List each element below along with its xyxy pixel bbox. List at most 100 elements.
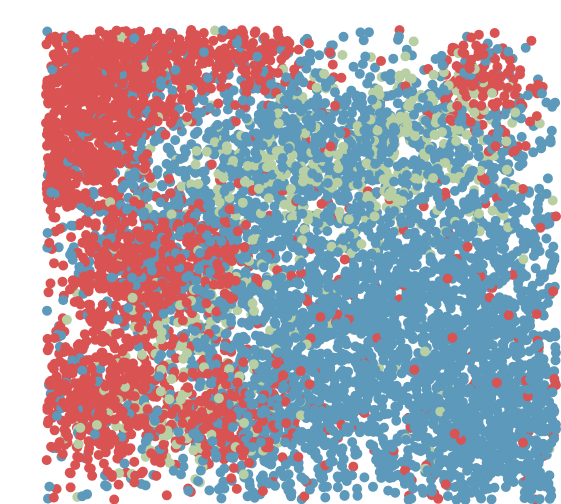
scatter-point-blue — [520, 42, 531, 53]
scatter-point-red — [66, 232, 77, 243]
scatter-point-blue — [287, 402, 297, 413]
scatter-point-blue — [296, 472, 307, 483]
scatter-point-blue — [368, 481, 378, 492]
scatter-point-red — [64, 467, 75, 478]
scatter-point-blue — [270, 318, 281, 329]
scatter-point-blue — [369, 404, 380, 415]
scatter-point-red — [526, 35, 537, 46]
scatter-point-sage — [242, 161, 253, 171]
scatter-point-blue — [534, 183, 545, 194]
scatter-point-red — [259, 85, 270, 96]
scatter-point-blue — [322, 437, 332, 448]
scatter-point-red — [489, 28, 500, 38]
scatter-point-red — [129, 456, 140, 467]
scatter-point-blue — [432, 186, 443, 197]
scatter-point-blue — [467, 304, 478, 315]
scatter-point-red — [82, 454, 93, 465]
scatter-point-red — [157, 33, 168, 44]
scatter-point-blue — [195, 465, 206, 476]
scatter-point-red — [74, 220, 85, 231]
scatter-point-blue — [443, 286, 454, 297]
scatter-point-blue — [497, 317, 508, 328]
scatter-point-blue — [140, 480, 151, 491]
scatter-point-blue — [331, 318, 342, 329]
scatter-point-sage — [232, 305, 243, 316]
scatter-point-red — [218, 446, 229, 457]
scatter-point-blue — [143, 432, 154, 443]
scatter-point-blue — [320, 492, 331, 503]
scatter-point-blue — [357, 59, 368, 69]
scatter-point-red — [50, 212, 61, 223]
scatter-point-red — [72, 451, 83, 462]
scatter-point-blue — [473, 143, 484, 154]
scatter-point-blue — [460, 459, 470, 469]
scatter-point-red — [231, 483, 242, 494]
scatter-point-red — [105, 225, 116, 236]
scatter-point-blue — [347, 108, 357, 119]
scatter-point-red — [244, 457, 255, 468]
scatter-point-blue — [314, 50, 325, 61]
scatter-point-blue — [322, 191, 333, 202]
scatter-point-blue — [44, 481, 55, 492]
scatter-point-red — [492, 61, 503, 72]
scatter-point-sage — [487, 88, 497, 99]
scatter-point-blue — [500, 482, 511, 492]
scatter-point-blue — [333, 473, 344, 483]
scatter-point-blue — [148, 209, 159, 220]
scatter-point-blue — [387, 472, 398, 483]
scatter-point-red — [535, 222, 546, 233]
scatter-point-blue — [391, 415, 402, 426]
scatter-point-blue — [403, 381, 413, 392]
scatter-point-sage — [547, 195, 558, 206]
scatter-point-blue — [157, 180, 167, 190]
scatter-point-blue — [380, 71, 391, 82]
scatter-point-red — [548, 286, 559, 297]
scatter-point-red — [48, 363, 59, 374]
scatter-point-blue — [426, 486, 437, 497]
scatter-point-sage — [299, 224, 310, 235]
scatter-point-red — [135, 413, 146, 424]
scatter-point-sage — [263, 193, 274, 204]
scatter-point-blue — [513, 194, 524, 205]
scatter-point-blue — [530, 263, 541, 274]
scatter-point-red — [58, 260, 69, 271]
scatter-point-red — [44, 237, 55, 248]
scatter-point-blue — [348, 61, 359, 72]
scatter-point-red — [280, 396, 291, 407]
scatter-point-sage — [176, 181, 187, 192]
scatter-point-blue — [359, 472, 370, 483]
scatter-point-red — [88, 327, 99, 337]
scatter-point-blue — [338, 31, 349, 42]
scatter-point-blue — [383, 157, 394, 168]
scatter-point-blue — [516, 131, 527, 142]
scatter-point-sage — [295, 410, 306, 421]
scatter-point-red — [336, 72, 347, 83]
scatter-point-red — [70, 460, 81, 470]
scatter-point-red — [161, 490, 172, 501]
scatter-point-blue — [216, 493, 227, 504]
scatter-point-blue — [468, 136, 479, 146]
scatter-point-red — [293, 44, 304, 55]
scatter-point-blue — [167, 85, 178, 96]
scatter-point-red — [113, 479, 124, 490]
scatter-point-red — [228, 463, 239, 473]
scatter-point-blue — [278, 471, 289, 482]
scatter-point-red — [77, 237, 88, 248]
scatter-point-sage — [164, 394, 175, 405]
scatter-point-red — [98, 458, 109, 469]
scatter-point-blue — [228, 85, 239, 96]
scatter-point-blue — [525, 374, 536, 385]
scatter-point-red — [348, 461, 359, 472]
scatter-point-blue — [339, 490, 350, 500]
scatter-point-blue — [518, 408, 529, 419]
scatter-point-red — [93, 450, 104, 460]
scatter-point-blue — [427, 280, 438, 291]
scatter-point-blue — [427, 79, 438, 90]
scatter-point-blue — [497, 147, 508, 158]
scatter-point-blue — [180, 147, 191, 158]
scatter-point-blue — [42, 305, 52, 316]
scatter-point-blue — [403, 494, 414, 504]
scatter-point-red — [81, 214, 91, 225]
